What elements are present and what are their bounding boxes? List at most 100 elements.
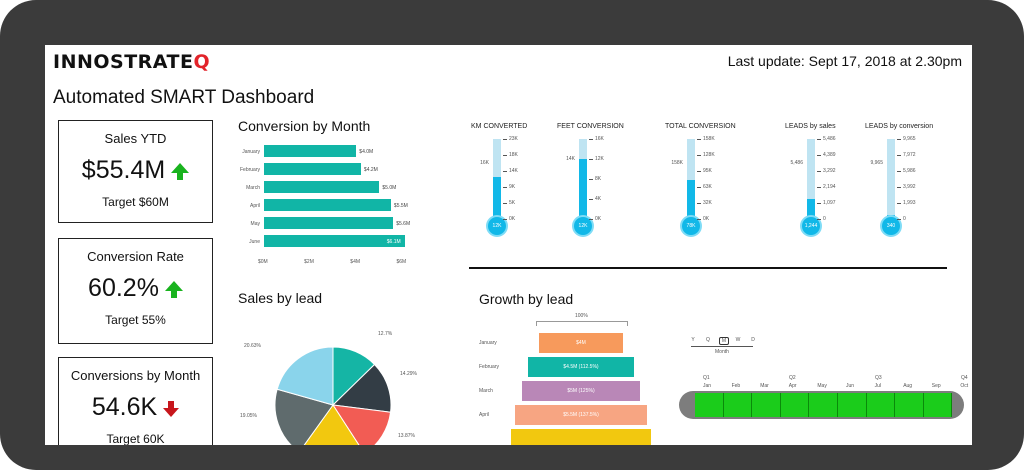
bar-value-label: $5.6M	[396, 221, 411, 227]
x-tick-label: $6M	[396, 259, 407, 265]
pie-slice-label: 19.05%	[240, 413, 258, 419]
granularity-q[interactable]: Q	[706, 337, 710, 343]
thermometer-tick-label: 1,097	[823, 200, 836, 206]
bar-category-label: April	[249, 203, 260, 209]
bar-june	[264, 235, 405, 247]
thermometer-fill	[687, 179, 695, 219]
granularity-d[interactable]: D	[751, 337, 755, 343]
timeline-month-cell-apr[interactable]	[780, 393, 810, 417]
funnel-bar-1[interactable]: $4.5M (112.5%)	[528, 357, 634, 377]
thermometer-tick	[697, 203, 701, 204]
thermometer-target-label: 5,486	[790, 160, 803, 166]
thermometer-tick-label: 5,486	[823, 136, 836, 142]
thermometer-tick	[503, 187, 507, 188]
timeline-month-cell-jul[interactable]	[866, 393, 896, 417]
thermometer-tick-label: 0K	[703, 216, 710, 222]
timeline-month-cell-feb[interactable]	[723, 393, 753, 417]
dashboard-screen: INNOSTRATEQ Last update: Sept 17, 2018 a…	[45, 45, 972, 445]
bar-category-label: June	[249, 239, 260, 245]
granularity-y[interactable]: Y	[691, 337, 695, 343]
growth-by-lead-title: Growth by lead	[479, 291, 574, 307]
thermometer-tick	[697, 219, 701, 220]
timeline-month-cell-jan[interactable]	[695, 393, 724, 417]
thermometer-tick-label: 18K	[509, 152, 518, 158]
thermometer-target-label: 9,965	[870, 160, 883, 166]
pie-slice-2[interactable]	[331, 404, 392, 445]
thermometer-title: LEADS by sales	[785, 123, 836, 130]
thermometer-target-label: 14K	[566, 156, 575, 162]
kpi-value: 60.2%	[59, 274, 212, 303]
thermometer-tick	[589, 179, 593, 180]
thermometer-tick-label: 158K	[703, 136, 715, 142]
thermometer-tick	[897, 203, 901, 204]
timeline-month-cell-sep[interactable]	[923, 393, 953, 417]
thermometer-tick-label: 8K	[595, 176, 602, 182]
funnel-bar-0[interactable]: $4M	[539, 333, 623, 353]
thermometer-1: FEET CONVERSION 12K 14K 16K 12K 8K 4K 0K	[557, 123, 647, 258]
thermometer-target-label: 158K	[671, 160, 683, 166]
funnel-row-label: March	[479, 388, 493, 394]
thermometer-tick-label: 1,993	[903, 200, 916, 206]
thermometer-tick-label: 14K	[509, 168, 518, 174]
timeline-month-cell-mar[interactable]	[752, 393, 781, 417]
kpi-target: Target 60K	[106, 432, 165, 445]
bar-value-label: $5.0M	[382, 185, 397, 191]
thermometer-tick	[503, 171, 507, 172]
page-title: Automated SMART Dashboard	[53, 87, 315, 108]
thermometer-tick-label: 32K	[703, 200, 712, 206]
thermometer-gauges: KM CONVERTED 12K 16K 23K 18K 14K 9K 5K 0K FEET CO…	[465, 123, 965, 258]
thermometer-bulb: 1,244	[802, 217, 820, 235]
timeline-month-cell-jun[interactable]	[838, 393, 867, 417]
pie-slice-4[interactable]	[274, 388, 334, 445]
granularity-m[interactable]: M	[719, 337, 729, 345]
thermometer-fill	[807, 199, 815, 219]
kpi-card-conversions-by-month: Conversions by Month 54.6K Target 60K	[58, 357, 213, 445]
thermometer-tube	[687, 139, 695, 219]
growth-by-lead-funnel: January $4M February $4.5M (112.5%) March $5M…	[479, 333, 699, 445]
bar-value-label: $5.5M	[393, 203, 408, 209]
kpi-label: Sales YTD	[104, 131, 167, 146]
thermometer-tick-label: 2,194	[823, 184, 836, 190]
month-label: Apr	[788, 383, 797, 389]
thermometer-4: LEADS by conversion 340 9,965 9,965 7,972 5,9…	[865, 123, 955, 258]
bar-april	[264, 199, 391, 211]
thermometer-tick	[697, 139, 701, 140]
thermometer-tick	[817, 155, 821, 156]
thermometer-bulb: 12K	[488, 217, 506, 235]
funnel-bar-4[interactable]	[510, 429, 652, 445]
thermometer-title: TOTAL CONVERSION	[665, 123, 736, 130]
granularity-w[interactable]: W	[735, 337, 741, 343]
pie-slice-3[interactable]	[299, 404, 364, 445]
timeline-slicer[interactable]: Y Q M W D Month Q1 Q2 Q3 Q4 Jan Feb Mar Apr May Jun Jul A…	[677, 335, 969, 435]
thermometer-tick	[697, 187, 701, 188]
bar-category-label: February	[239, 167, 260, 173]
thermometer-tick-label: 9,965	[903, 136, 916, 142]
quarter-label: Q1	[703, 375, 710, 381]
bar-may	[264, 217, 394, 229]
timeline-month-cell-aug[interactable]	[895, 393, 924, 417]
quarter-label: Q4	[961, 375, 968, 381]
thermometer-tick-label: 12K	[595, 156, 604, 162]
funnel-bar-3[interactable]: $5.5M (137.5%)	[515, 405, 647, 425]
thermometer-tick-label: 9K	[509, 184, 516, 190]
quarter-label: Q2	[789, 375, 796, 381]
kpi-target: Target $60M	[102, 195, 169, 209]
month-label: Oct	[960, 383, 969, 389]
kpi-card-sales-ytd: Sales YTD $55.4M Target $60M	[58, 120, 213, 223]
quarter-label: Q3	[875, 375, 882, 381]
thermometer-tick-label: 4,389	[823, 152, 836, 158]
timeline-month-cell-may[interactable]	[809, 393, 838, 417]
funnel-bar-2[interactable]: $5M (125%)	[521, 381, 641, 401]
granularity-track	[691, 346, 753, 347]
thermometer-tick	[697, 155, 701, 156]
brand-logo: INNOSTRATEQ	[53, 51, 211, 73]
pie-slice-5[interactable]	[276, 346, 334, 406]
thermometer-tick	[817, 139, 821, 140]
pie-slice-1[interactable]	[331, 363, 392, 413]
pie-slice-label: 13.87%	[398, 433, 416, 439]
thermometer-tick-label: 0K	[595, 216, 602, 222]
thermometer-tick-label: 7,972	[903, 152, 916, 158]
conversion-by-month-chart: January $4.0M February $4.2M March $5.0M April…	[238, 145, 428, 270]
month-label: Aug	[903, 383, 913, 389]
thermometer-tick-label: 0	[903, 216, 906, 222]
